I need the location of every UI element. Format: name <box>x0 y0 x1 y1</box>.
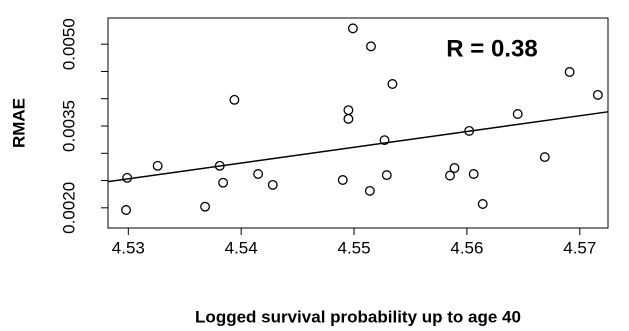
x-tick-label: 4.56 <box>450 238 483 257</box>
fit-line <box>107 111 609 183</box>
x-tick-label: 4.57 <box>563 238 596 257</box>
point <box>381 170 392 181</box>
point <box>343 113 354 124</box>
point <box>592 89 603 100</box>
point <box>152 160 163 171</box>
point <box>267 179 278 190</box>
point <box>387 79 398 89</box>
point <box>379 135 390 146</box>
point <box>343 105 354 116</box>
point <box>364 185 375 196</box>
x-tick-label: 4.55 <box>338 238 371 257</box>
point <box>564 67 575 77</box>
point <box>121 205 132 215</box>
x-tick-label: 4.54 <box>225 238 258 257</box>
point <box>218 177 229 188</box>
point <box>253 169 264 179</box>
point <box>539 152 550 163</box>
point <box>347 23 358 34</box>
point <box>449 163 460 173</box>
y-tick-label: 0.0050 <box>59 18 78 70</box>
x-axis-label: Logged survival probability up to age 40 <box>195 307 521 326</box>
annotation: R = 0.38 <box>446 35 537 62</box>
y-axis-label: RMAE <box>9 98 28 148</box>
point <box>229 94 240 105</box>
y-tick-label: 0.0035 <box>59 100 78 152</box>
point <box>445 170 455 181</box>
point <box>337 175 348 185</box>
x-tick-label: 4.53 <box>112 238 145 257</box>
point <box>200 201 211 212</box>
point <box>468 169 479 179</box>
point <box>366 41 376 52</box>
y-tick-label: 0.0020 <box>59 182 78 234</box>
point <box>512 109 523 119</box>
point <box>477 199 488 209</box>
